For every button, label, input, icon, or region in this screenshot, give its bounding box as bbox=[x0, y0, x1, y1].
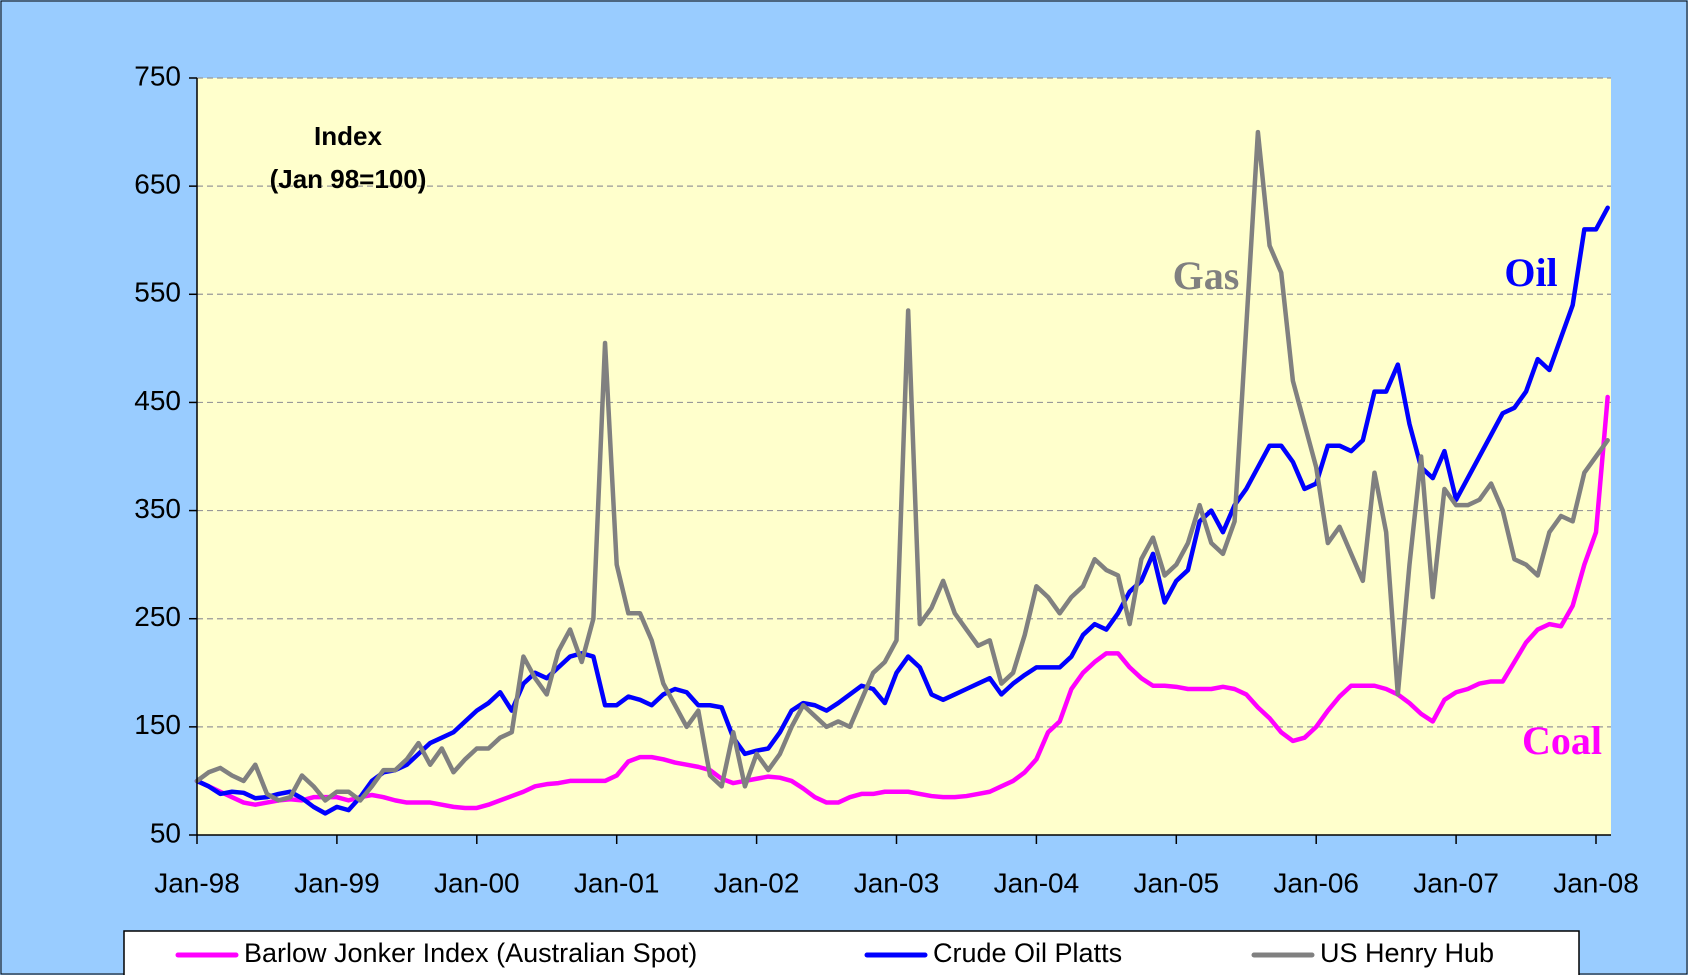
series-line bbox=[194, 129, 1610, 803]
y-tick-label: 750 bbox=[134, 60, 181, 91]
x-tick-label: Jan-99 bbox=[294, 867, 380, 898]
y-tick-label: 650 bbox=[134, 169, 181, 200]
legend-label: Crude Oil Platts bbox=[933, 938, 1122, 968]
x-tick-label: Jan-08 bbox=[1553, 867, 1639, 898]
x-tick-label: Jan-02 bbox=[714, 867, 800, 898]
legend: Barlow Jonker Index (Australian Spot) Cru… bbox=[175, 938, 1494, 968]
x-tick-label: Jan-05 bbox=[1133, 867, 1219, 898]
x-tick-label: Jan-07 bbox=[1413, 867, 1499, 898]
annotation: Gas bbox=[1173, 253, 1240, 298]
legend-label: Barlow Jonker Index (Australian Spot) bbox=[244, 938, 697, 968]
grid bbox=[197, 77, 1611, 728]
x-tick-label: Jan-98 bbox=[154, 867, 240, 898]
x-tick-label: Jan-01 bbox=[574, 867, 660, 898]
lines bbox=[194, 129, 1610, 816]
x-tick-label: Jan-06 bbox=[1273, 867, 1359, 898]
x-tick-label: Jan-00 bbox=[434, 867, 520, 898]
axes: 50 150 250 350 450 550 650 750 Jan-98 Jan-99 Jan-0… bbox=[134, 60, 1639, 898]
x-tick-label: Jan-04 bbox=[994, 867, 1080, 898]
series-line bbox=[194, 394, 1610, 811]
y-tick-label: 450 bbox=[134, 385, 181, 416]
series-line bbox=[194, 205, 1610, 816]
annotation: Index bbox=[314, 121, 382, 151]
annotation: Oil bbox=[1504, 250, 1557, 295]
annotation: Coal bbox=[1522, 718, 1602, 763]
y-tick-label: 550 bbox=[134, 277, 181, 308]
legend-label: US Henry Hub bbox=[1320, 938, 1494, 968]
legend-box bbox=[123, 930, 1580, 975]
y-tick-label: 150 bbox=[134, 709, 181, 740]
y-tick-label: 50 bbox=[150, 817, 181, 848]
x-tick-label: Jan-03 bbox=[854, 867, 940, 898]
y-tick-label: 250 bbox=[134, 601, 181, 632]
y-tick-label: 350 bbox=[134, 493, 181, 524]
annotation: (Jan 98=100) bbox=[270, 164, 427, 194]
